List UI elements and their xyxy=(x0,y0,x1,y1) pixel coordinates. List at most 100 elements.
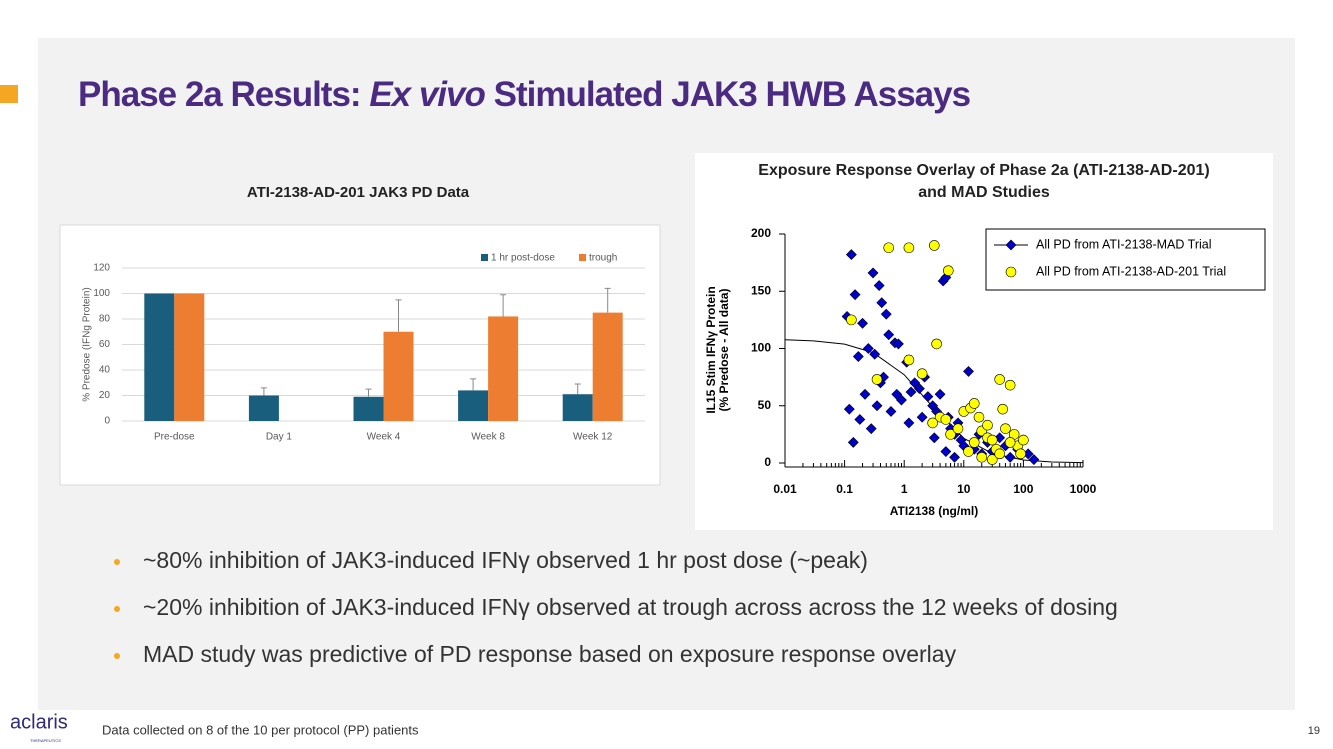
x-tick-label: Week 4 xyxy=(367,432,401,443)
circle-point xyxy=(945,429,956,440)
circle-point xyxy=(846,314,857,326)
y-axis-title: (% Predose - All data) xyxy=(717,289,731,412)
bar xyxy=(458,390,489,421)
diamond-point xyxy=(852,351,864,362)
diamond-point xyxy=(909,377,921,389)
title-part: Phase 2a Results: xyxy=(78,75,369,114)
diamond-point xyxy=(940,446,952,457)
bar xyxy=(174,293,205,421)
bar xyxy=(353,396,384,421)
y-tick-label: 60 xyxy=(99,339,111,350)
bullet-dot xyxy=(114,653,120,659)
circle-point xyxy=(968,437,980,448)
y-tick-label: 20 xyxy=(99,390,111,401)
y-tick-label: 80 xyxy=(99,314,111,325)
title-part: Ex vivo xyxy=(369,75,485,114)
chart-title: Exposure Response Overlay of Phase 2a (A… xyxy=(758,162,1209,179)
page-number: 19 xyxy=(1308,725,1320,737)
legend-swatch xyxy=(481,254,488,261)
diamond-point xyxy=(963,365,974,377)
x-tick-label: 0.01 xyxy=(773,482,797,496)
diamond-point xyxy=(905,386,917,398)
diamond-point xyxy=(1005,239,1017,251)
diamond-point xyxy=(873,280,885,291)
x-tick-label: Week 12 xyxy=(573,432,613,443)
circle-point xyxy=(931,338,942,350)
bullet-text: ~80% inhibition of JAK3-induced IFNγ obs… xyxy=(143,547,868,573)
circle-point xyxy=(997,403,1009,415)
circle-point xyxy=(963,446,974,457)
diamond-point xyxy=(928,432,940,444)
diamond-point xyxy=(885,406,897,417)
circle-point xyxy=(994,448,1005,460)
circle-point xyxy=(940,414,952,425)
diamond-point xyxy=(862,343,874,354)
circle-point xyxy=(1004,437,1016,448)
legend-label: All PD from ATI-2138-AD-201 Trial xyxy=(1036,264,1226,278)
chart-title: and MAD Studies xyxy=(918,184,1050,201)
circle-point xyxy=(976,451,988,463)
diamond-point xyxy=(865,423,877,435)
circle-point xyxy=(1015,448,1026,460)
legend-swatch xyxy=(579,254,586,261)
y-tick-label: 200 xyxy=(751,226,771,240)
y-axis-title: % Predose (IFNg Protein) xyxy=(82,287,93,402)
circle-point xyxy=(1018,434,1029,446)
diamond-point xyxy=(849,289,861,301)
slide-title: Phase 2a Results: Ex vivo Stimulated JAK… xyxy=(78,75,971,114)
circle-point xyxy=(1004,379,1016,391)
scatter-chart-box xyxy=(695,153,1273,530)
y-tick-label: 40 xyxy=(99,365,111,376)
legend-label: All PD from ATI-2138-MAD Trial xyxy=(1036,237,1212,251)
logo: aclaris xyxy=(10,711,68,733)
accent-square xyxy=(0,85,18,103)
diamond-point xyxy=(847,436,859,448)
error-bar xyxy=(500,294,507,317)
bar xyxy=(488,316,519,421)
x-tick-label: 1 xyxy=(901,482,908,496)
bar xyxy=(592,312,623,421)
x-tick-label: 100 xyxy=(1013,482,1033,496)
diamond-point xyxy=(892,338,904,350)
circle-point xyxy=(1005,266,1017,278)
bullet-dot xyxy=(114,559,120,565)
circle-point xyxy=(929,240,940,251)
x-tick-label: 1000 xyxy=(1070,482,1097,496)
diamond-point xyxy=(949,451,960,463)
y-tick-label: 0 xyxy=(764,455,771,469)
circle-point xyxy=(994,374,1005,385)
y-tick-label: 0 xyxy=(104,416,110,427)
circle-point xyxy=(943,265,954,276)
error-bar xyxy=(260,387,267,396)
x-tick-label: Pre-dose xyxy=(154,432,195,443)
diamond-point xyxy=(843,403,855,415)
bullet-text: MAD study was predictive of PD response … xyxy=(143,641,957,667)
legend-label: trough xyxy=(589,253,617,264)
diamond-point xyxy=(869,348,881,360)
diamond-point xyxy=(916,411,928,423)
diamond-point xyxy=(845,249,857,261)
circle-point xyxy=(927,417,938,429)
circle-point xyxy=(1000,423,1011,434)
diamond-point xyxy=(1004,451,1016,463)
circle-point xyxy=(982,419,993,431)
circle-point xyxy=(903,242,915,254)
bullet-text: ~20% inhibition of JAK3-induced IFNγ obs… xyxy=(143,594,1118,620)
diamond-point xyxy=(857,317,868,329)
error-bar xyxy=(574,383,581,395)
diamond-point xyxy=(867,267,879,279)
circle-point xyxy=(952,423,964,434)
error-bar xyxy=(470,378,477,391)
circle-point xyxy=(986,434,998,446)
error-bar xyxy=(604,287,611,313)
diamond-point xyxy=(876,297,888,309)
error-bar xyxy=(395,299,402,332)
footer-note: Data collected on 8 of the 10 per protoc… xyxy=(102,722,419,737)
logo-sub: THERAPEUTICS xyxy=(30,738,61,743)
diamond-point xyxy=(903,417,915,429)
y-tick-label: 120 xyxy=(93,263,110,274)
diamond-point xyxy=(934,388,946,400)
diamond-point xyxy=(859,388,871,400)
chart-title: ATI-2138-AD-201 JAK3 PD Data xyxy=(247,184,470,201)
